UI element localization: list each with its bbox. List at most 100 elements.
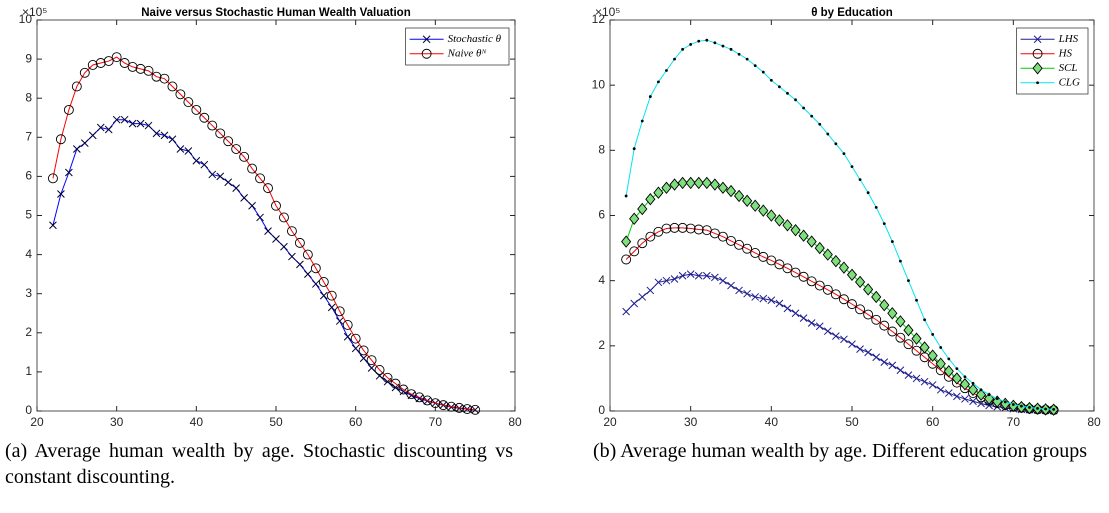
y-tick-label: 6	[25, 169, 32, 183]
marker	[871, 290, 882, 304]
marker	[191, 104, 202, 115]
marker	[823, 327, 832, 336]
marker	[279, 212, 289, 223]
marker	[677, 176, 688, 190]
marker	[310, 263, 321, 274]
marker	[790, 223, 801, 237]
marker	[766, 255, 777, 266]
marker	[758, 251, 769, 262]
marker	[727, 281, 735, 290]
marker	[863, 309, 874, 320]
marker	[847, 299, 857, 310]
x-tick-label: 60	[349, 415, 363, 429]
series-line	[625, 39, 1054, 410]
marker	[681, 47, 684, 51]
marker	[239, 151, 250, 162]
marker	[702, 271, 711, 280]
marker	[818, 122, 822, 126]
marker	[87, 60, 98, 70]
marker	[1052, 407, 1056, 411]
marker	[879, 298, 890, 312]
marker	[128, 119, 137, 128]
marker	[864, 348, 872, 357]
marker	[359, 354, 368, 363]
marker	[838, 294, 849, 305]
marker	[318, 277, 329, 287]
legend-marker	[1036, 81, 1039, 85]
marker	[734, 239, 745, 250]
marker	[72, 145, 81, 153]
marker	[822, 248, 833, 261]
marker	[761, 70, 765, 74]
marker	[152, 129, 161, 138]
marker	[454, 402, 465, 413]
marker	[288, 252, 296, 261]
marker	[104, 125, 113, 134]
marker	[911, 332, 922, 345]
marker	[846, 268, 858, 282]
marker	[717, 181, 729, 195]
x-tick-label: 20	[603, 415, 617, 429]
marker	[311, 280, 320, 288]
marker	[673, 57, 676, 61]
legend-marker	[1032, 48, 1043, 59]
marker	[871, 314, 882, 325]
marker	[834, 142, 838, 146]
marker	[208, 170, 217, 179]
marker	[750, 199, 761, 212]
marker	[872, 353, 881, 362]
y-scale-label: ×10⁵	[22, 5, 47, 19]
marker	[832, 332, 840, 340]
marker	[55, 134, 66, 145]
marker	[57, 190, 65, 198]
marker	[971, 381, 975, 385]
marker	[840, 335, 848, 344]
marker	[709, 178, 720, 191]
marker	[665, 69, 668, 72]
marker	[689, 43, 693, 46]
marker	[969, 397, 977, 406]
marker	[670, 275, 679, 283]
x-tick-label: 80	[508, 415, 522, 429]
marker	[903, 323, 914, 337]
marker	[471, 405, 480, 414]
marker	[390, 378, 401, 389]
marker	[814, 241, 825, 255]
marker	[96, 123, 105, 132]
marker	[782, 219, 793, 232]
marker	[648, 95, 652, 98]
marker	[319, 291, 328, 300]
marker	[80, 139, 89, 148]
marker	[216, 172, 225, 181]
x-tick-label: 70	[429, 415, 443, 429]
marker	[967, 383, 979, 397]
marker	[855, 304, 866, 315]
marker	[645, 231, 656, 242]
marker	[838, 261, 850, 274]
marker	[640, 119, 644, 123]
marker	[814, 280, 825, 291]
marker	[286, 226, 297, 237]
marker	[745, 57, 749, 61]
marker	[856, 345, 864, 353]
y-tick-label: 0	[25, 403, 32, 417]
y-scale-label: ×10⁵	[595, 5, 620, 19]
marker	[685, 176, 696, 190]
marker	[810, 114, 814, 118]
marker	[944, 389, 953, 397]
marker	[742, 194, 753, 208]
marker	[160, 131, 169, 140]
marker	[669, 222, 680, 233]
marker	[366, 355, 377, 366]
x-tick-label: 20	[30, 415, 44, 429]
y-tick-label: 2	[25, 325, 32, 339]
marker	[874, 205, 878, 209]
marker	[725, 184, 737, 198]
marker	[621, 254, 632, 265]
series-line	[625, 273, 1054, 412]
marker	[678, 271, 687, 280]
caption: (a) Average human wealth by age. Stochas…	[5, 440, 513, 488]
caption: (b) Average human wealth by age. Differe…	[593, 440, 1088, 462]
marker	[358, 345, 369, 356]
